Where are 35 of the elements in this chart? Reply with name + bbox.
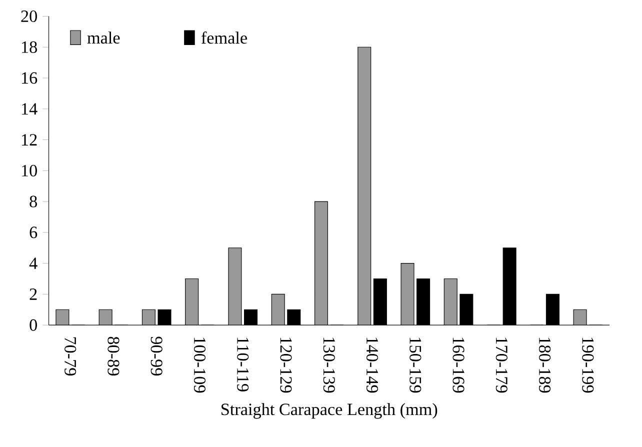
y-tick-label: 16 <box>22 72 38 84</box>
y-tick-label: 10 <box>22 164 37 176</box>
x-axis-title: Straight Carapace Length (mm) <box>222 403 438 419</box>
y-tick-label: 0 <box>30 319 37 331</box>
y-tick-label: 4 <box>29 258 38 269</box>
x-tick-label: 180-189 <box>539 338 551 393</box>
y-tick-label: 20 <box>21 10 37 22</box>
x-tick-label: 150-159 <box>410 338 422 393</box>
bar <box>314 202 328 326</box>
x-tick-label: 140-149 <box>366 338 378 393</box>
y-tick-label: 14 <box>22 103 38 115</box>
legend-label: female <box>201 32 247 44</box>
x-tick-label: 120-129 <box>280 338 292 393</box>
legend-label: male <box>87 32 120 44</box>
y-tick-label: 6 <box>30 226 38 238</box>
x-tick-label: 130-139 <box>323 338 335 393</box>
bar <box>401 263 414 326</box>
y-tick-label: 8 <box>30 196 37 208</box>
x-tick-label: 90-99 <box>150 336 162 376</box>
x-tick-label: 80-89 <box>108 336 120 376</box>
bar <box>228 248 242 326</box>
x-tick-label: 190-199 <box>582 338 594 393</box>
x-tick-label: 160-169 <box>452 338 464 393</box>
y-tick-label: 2 <box>30 288 37 300</box>
x-tick-label: 110-119 <box>237 338 249 392</box>
x-tick-label: 100-109 <box>194 338 206 393</box>
y-tick-label: 12 <box>22 134 37 146</box>
bar <box>358 47 371 326</box>
x-tick-label: 170-179 <box>496 338 508 393</box>
bar <box>444 278 458 326</box>
bar <box>185 278 198 326</box>
bar <box>272 294 285 326</box>
x-tick-label: 70-79 <box>64 337 76 376</box>
bar <box>142 310 156 326</box>
y-tick-label: 18 <box>22 41 37 53</box>
